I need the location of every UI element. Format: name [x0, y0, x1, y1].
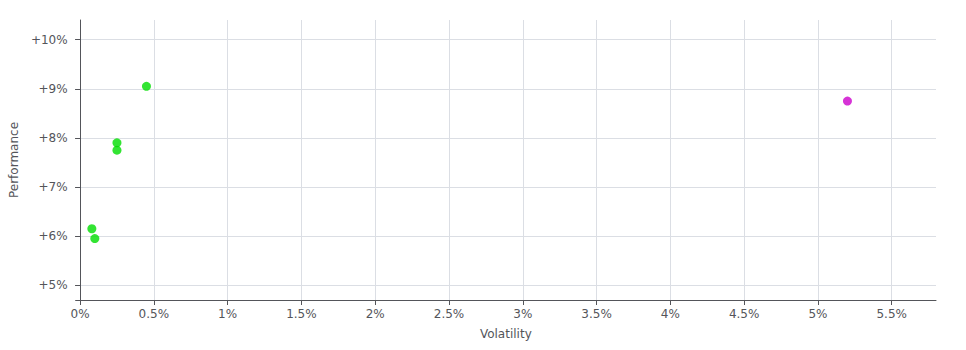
svg-text:+6%: +6% — [39, 229, 68, 243]
svg-text:+5%: +5% — [39, 278, 68, 292]
svg-text:1.5%: 1.5% — [286, 307, 317, 321]
svg-text:Volatility: Volatility — [480, 327, 532, 341]
svg-text:+10%: +10% — [31, 33, 68, 47]
svg-text:1%: 1% — [218, 307, 237, 321]
svg-text:0.5%: 0.5% — [139, 307, 170, 321]
svg-text:0%: 0% — [71, 307, 90, 321]
svg-text:5%: 5% — [808, 307, 827, 321]
svg-text:2.5%: 2.5% — [434, 307, 465, 321]
svg-text:+8%: +8% — [39, 131, 68, 145]
svg-text:2%: 2% — [366, 307, 385, 321]
svg-text:+9%: +9% — [39, 82, 68, 96]
svg-text:5.5%: 5.5% — [876, 307, 907, 321]
svg-text:3%: 3% — [513, 307, 532, 321]
svg-text:+7%: +7% — [39, 180, 68, 194]
svg-text:Performance: Performance — [7, 122, 21, 198]
svg-text:4.5%: 4.5% — [729, 307, 760, 321]
svg-text:3.5%: 3.5% — [581, 307, 612, 321]
svg-text:4%: 4% — [661, 307, 680, 321]
